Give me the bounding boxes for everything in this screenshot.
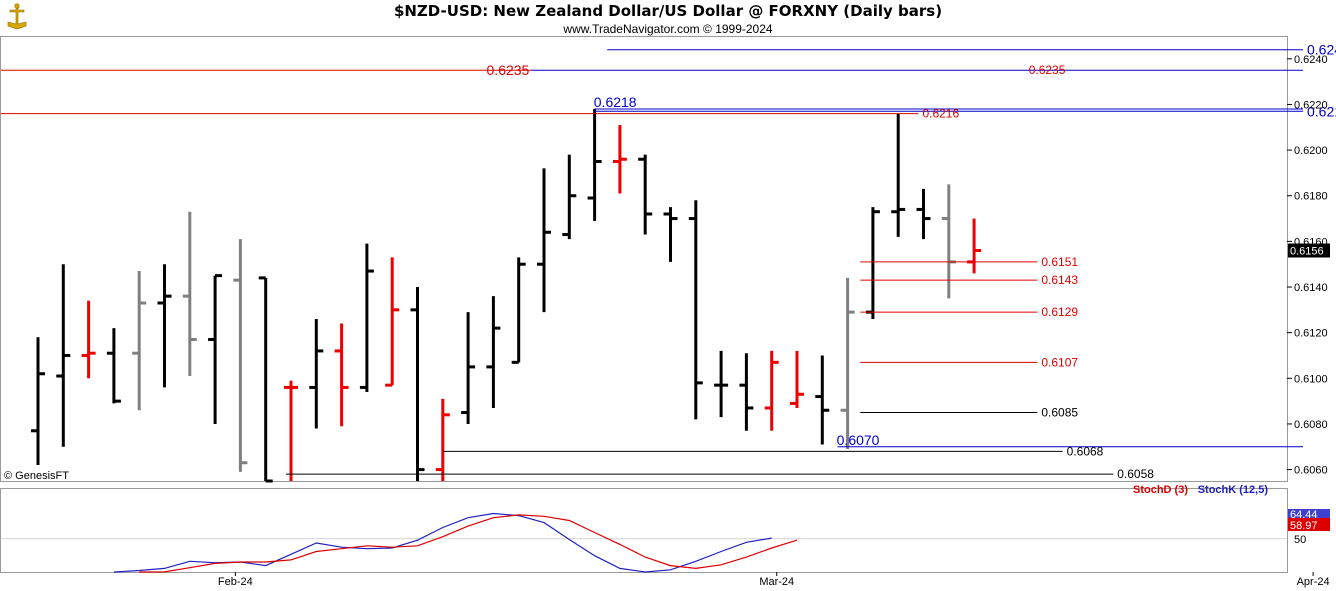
ohlc-bar <box>865 207 880 319</box>
level-label: 0.6068 <box>1067 444 1104 458</box>
time-axis: Feb-24 Mar-24 Apr-24 <box>218 572 1330 588</box>
ohlc-bar <box>81 300 96 379</box>
stoch-d-value: 58.97 <box>1290 520 1318 532</box>
ohlc-bars <box>31 109 982 483</box>
ohlc-bar <box>106 328 121 404</box>
stoch-tick-label: 50 <box>1294 534 1306 546</box>
ohlc-bar <box>612 125 627 194</box>
ohlc-bar <box>410 287 425 481</box>
stoch-k-legend: StochK (12,5) <box>1198 484 1269 496</box>
level-label: 0.6107 <box>1041 355 1078 369</box>
ohlc-bar <box>233 239 248 472</box>
price-tick-label: 0.6140 <box>1294 282 1328 294</box>
price-tick-label: 0.6060 <box>1294 465 1328 477</box>
level-label: 0.6217 <box>1307 103 1336 119</box>
ohlc-bar <box>132 271 147 411</box>
watermark-text: © GenesisFT <box>4 470 69 482</box>
level-label: 0.6244 <box>1307 42 1336 58</box>
ohlc-bar <box>182 211 197 377</box>
chart-frame <box>0 36 1288 573</box>
time-tick-label: Apr-24 <box>1297 576 1330 588</box>
level-label: 0.6129 <box>1041 305 1078 319</box>
stoch-d-legend: StochD (3) <box>1133 484 1188 496</box>
ohlc-bar <box>511 257 526 364</box>
ohlc-bar <box>284 380 298 481</box>
ohlc-bar <box>815 355 830 445</box>
ohlc-bar <box>208 274 223 424</box>
time-tick-label: Mar-24 <box>759 576 794 588</box>
level-label: 0.6058 <box>1117 467 1154 481</box>
price-tick-label: 0.6120 <box>1294 328 1328 340</box>
last-price-box <box>1288 243 1330 258</box>
ohlc-bar <box>157 264 172 388</box>
level-label: 0.6218 <box>594 94 637 110</box>
ohlc-bar <box>385 257 400 387</box>
ohlc-bar <box>714 350 729 418</box>
level-label: 0.6216 <box>922 107 959 121</box>
price-axis: 0.62400.62200.62000.61800.61600.61400.61… <box>1287 54 1330 477</box>
ohlc-bar <box>916 188 931 240</box>
stoch-k-value-box <box>1288 509 1330 520</box>
stoch-d-line <box>139 514 798 573</box>
ohlc-bar <box>435 398 450 481</box>
ohlc-bar <box>486 296 501 408</box>
ohlc-bar <box>840 277 855 450</box>
ohlc-bar <box>309 318 324 429</box>
ohlc-bar <box>334 323 349 427</box>
time-tick-label: Feb-24 <box>218 576 253 588</box>
ohlc-bar <box>638 154 653 235</box>
ohlc-bar <box>359 243 374 392</box>
stoch-d-value-box <box>1288 518 1330 531</box>
price-panel-border <box>0 36 1288 482</box>
chart-subtitle: www.TradeNavigator.com © 1999-2024 <box>563 22 773 36</box>
ohlc-bar <box>587 109 602 221</box>
stoch-panel-border <box>0 488 1288 573</box>
chart-title: $NZD-USD: New Zealand Dollar/US Dollar @… <box>393 2 943 20</box>
ohlc-bar <box>537 168 551 313</box>
ohlc-bar <box>790 350 804 408</box>
level-label: 0.6151 <box>1041 255 1078 269</box>
level-label: 0.6235 <box>487 62 530 78</box>
ohlc-bar <box>967 218 982 274</box>
ohlc-bar <box>258 276 273 483</box>
ohlc-bar <box>663 207 678 262</box>
level-label: 0.6070 <box>837 432 880 448</box>
ohlc-bar <box>764 350 779 431</box>
ohlc-bar <box>461 312 476 424</box>
last-price-label: 0.6156 <box>1290 246 1324 258</box>
price-tick-label: 0.6220 <box>1294 99 1328 111</box>
level-label: 0.6085 <box>1041 406 1078 420</box>
ohlc-bar <box>562 154 577 240</box>
ohlc-bar <box>739 353 754 431</box>
ohlc-bar <box>941 184 956 299</box>
price-tick-label: 0.6200 <box>1294 145 1328 157</box>
ohlc-bar <box>688 200 703 420</box>
ohlc-bar <box>31 337 45 466</box>
level-label: 0.6143 <box>1041 273 1078 287</box>
level-label: 0.6235 <box>1029 63 1066 77</box>
trade-navigator-logo-icon <box>7 3 27 30</box>
price-tick-label: 0.6080 <box>1294 419 1328 431</box>
price-levels: 0.6244 0.6235 0.6235 0.6218 0.6217 0.6216 0.61… <box>1 42 1336 481</box>
price-tick-label: 0.6180 <box>1294 191 1328 203</box>
ohlc-bar <box>891 113 906 237</box>
price-tick-label: 0.6100 <box>1294 373 1328 385</box>
price-tick-label: 0.6240 <box>1294 54 1328 66</box>
ohlc-bar <box>56 264 71 447</box>
